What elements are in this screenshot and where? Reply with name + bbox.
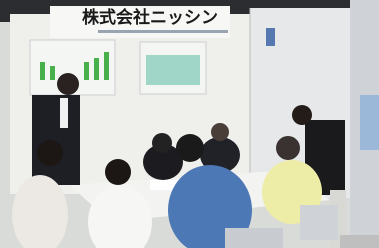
shirt [60,98,68,128]
chair [300,205,338,240]
head [176,134,204,162]
poster-area [146,55,200,85]
head [57,73,79,95]
head [152,133,172,153]
head [211,123,229,141]
poster-bar [40,62,45,80]
company-sign: 株式会社ニッシン [82,7,218,28]
poster-right [360,95,379,150]
photo: 株式会社ニッシン [0,0,379,248]
poster-bar [84,62,89,80]
wall-logo [266,28,275,46]
poster-bar [104,52,109,80]
head [292,105,312,125]
head [37,140,63,166]
head [105,159,131,185]
chair [225,228,283,248]
poster-bar [50,66,55,80]
poster-bar [94,58,99,80]
sign-subtext [98,30,228,33]
person-standing [32,95,80,185]
floor [340,235,379,248]
head [276,136,300,160]
